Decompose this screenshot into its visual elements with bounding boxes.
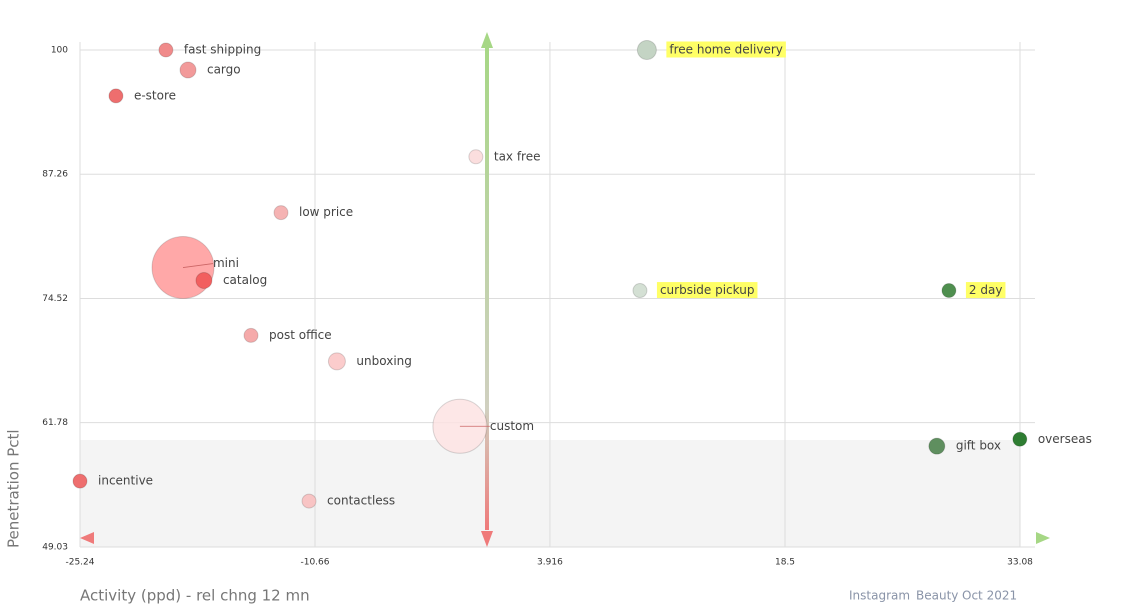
- point-label: mini: [213, 256, 239, 270]
- point-label: 2 day: [969, 283, 1003, 297]
- x-tick-label: -25.24: [65, 558, 94, 568]
- point-label: curbside pickup: [660, 283, 755, 297]
- point-label: cargo: [207, 62, 241, 76]
- x-tick-label: 33.08: [1007, 558, 1033, 568]
- point-label: unboxing: [356, 354, 411, 368]
- bubble: [632, 283, 648, 299]
- y-tick-label: 100: [51, 46, 68, 56]
- bubble: [108, 88, 124, 104]
- quadrant-arrows: [80, 32, 1050, 547]
- x-tick-label: 18.5: [775, 558, 795, 568]
- y-axis-label: Penetration Pctl: [5, 429, 23, 548]
- footer-category: Beauty: [916, 589, 958, 603]
- bubble: [72, 473, 88, 489]
- point-label: low price: [299, 205, 353, 219]
- point-label: free home delivery: [669, 43, 783, 57]
- bubble: [941, 283, 957, 299]
- bubble: [1012, 431, 1028, 447]
- point-label: gift box: [956, 439, 1001, 453]
- bubble: [243, 327, 259, 343]
- label-highlight: [656, 282, 758, 299]
- bubble: [195, 272, 213, 290]
- bubble: [928, 437, 946, 455]
- y-tick-label: 49.03: [42, 543, 68, 553]
- point-label: catalog: [223, 273, 267, 287]
- bubble: [158, 42, 174, 58]
- point-label: contactless: [327, 494, 395, 508]
- footer-date: Oct 2021: [962, 589, 1017, 603]
- point-label: custom: [490, 419, 534, 433]
- point-label: tax free: [494, 149, 541, 163]
- bubble: [301, 493, 317, 509]
- x-tick-label: 3.916: [537, 558, 563, 568]
- bubble: [179, 61, 197, 79]
- point-label: overseas: [1038, 432, 1092, 446]
- leader-line: [182, 263, 214, 268]
- point-label: fast shipping: [184, 43, 261, 57]
- bubble: [327, 352, 346, 371]
- point-label: post office: [269, 328, 332, 342]
- label-highlight: [666, 41, 786, 58]
- bubble: [636, 40, 657, 60]
- y-tick-label: 61.78: [42, 418, 68, 428]
- y-tick-label: 87.26: [42, 170, 68, 180]
- y-tick-label: 74.52: [42, 294, 68, 304]
- bubble: [468, 149, 484, 165]
- bubble: [273, 205, 289, 221]
- point-label: e-store: [134, 88, 176, 102]
- x-axis-label: Activity (ppd) - rel chng 12 mn: [80, 587, 310, 605]
- x-tick-label: -10.66: [300, 558, 329, 568]
- footer-source: Instagram: [849, 589, 910, 603]
- point-label: incentive: [98, 474, 153, 488]
- label-highlight: [965, 282, 1006, 299]
